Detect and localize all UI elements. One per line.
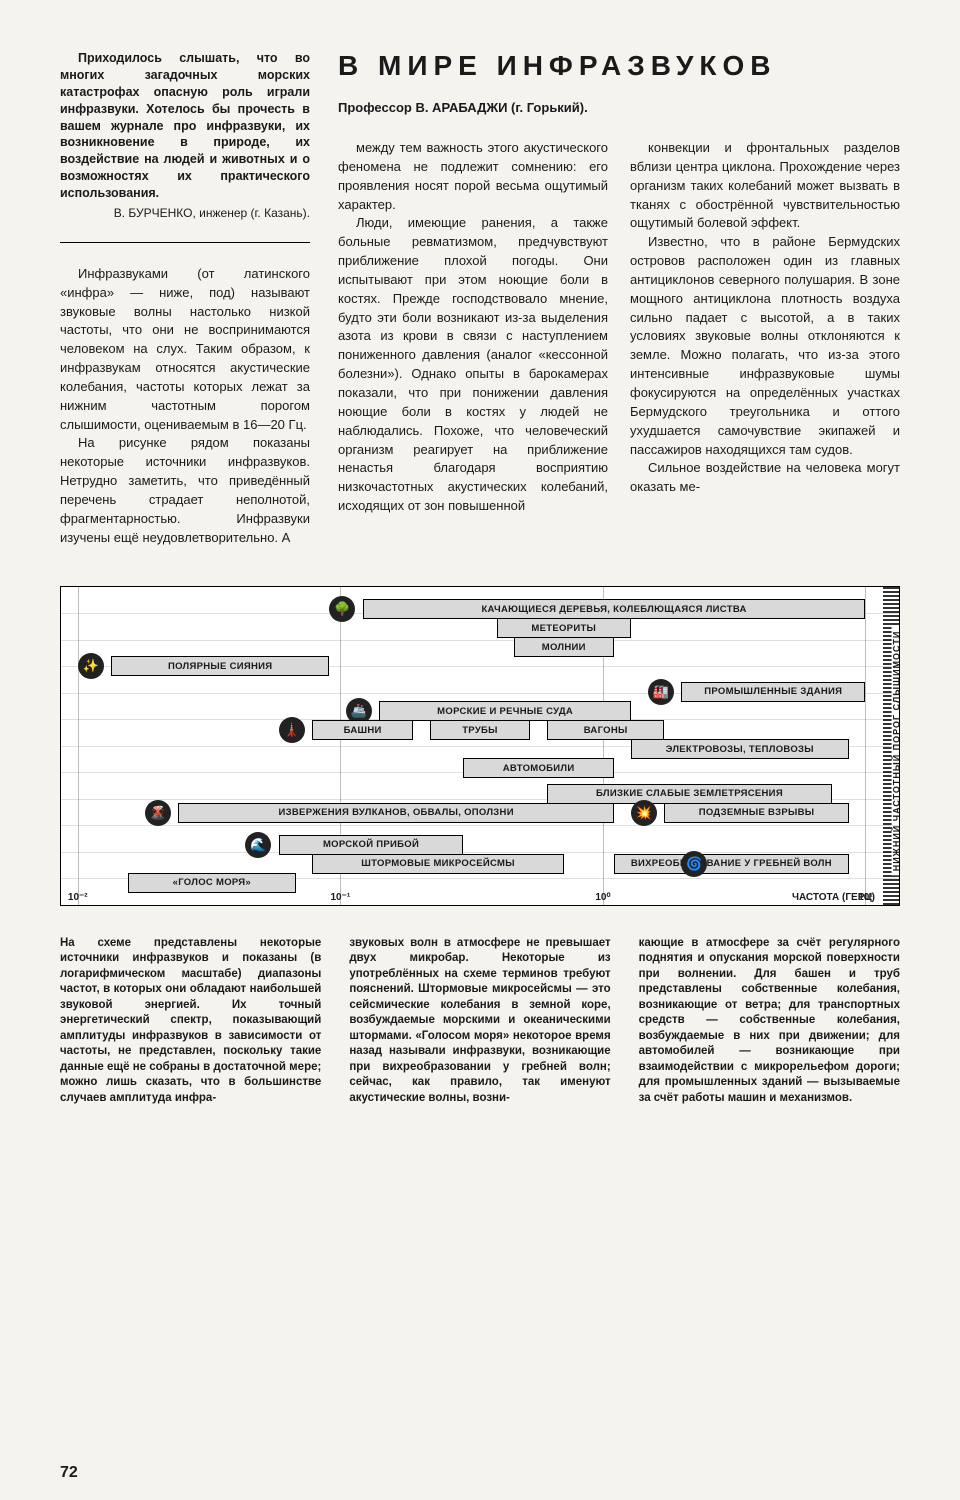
source-band: ВИХРЕОБРАЗОВАНИЕ У ГРЕБНЕЙ ВОЛН bbox=[614, 854, 849, 874]
page-number: 72 bbox=[60, 1464, 78, 1482]
diagram-wrap: НИЖНИЙ ЧАСТОТНЫЙ ПОРОГ СЛЫШИМОСТИ 10⁻² 10… bbox=[60, 586, 900, 906]
x-tick-label: 10⁰ bbox=[595, 892, 610, 903]
source-band: МЕТЕОРИТЫ bbox=[497, 618, 631, 638]
grid-line bbox=[61, 852, 899, 853]
source-band: ЭЛЕКТРОВОЗЫ, ТЕПЛОВОЗЫ bbox=[631, 739, 849, 759]
source-icon: 💥 bbox=[631, 800, 657, 826]
source-band: МОРСКОЙ ПРИБОЙ bbox=[279, 835, 463, 855]
source-band: ПРОМЫШЛЕННЫЕ ЗДАНИЯ bbox=[681, 682, 865, 702]
source-band: «ГОЛОС МОРЯ» bbox=[128, 873, 296, 893]
source-band: ПОДЗЕМНЫЕ ВЗРЫВЫ bbox=[664, 803, 848, 823]
caption-col-2: звуковых волн в атмосфере не превышает д… bbox=[349, 936, 610, 1107]
grid-line bbox=[61, 640, 899, 641]
caption-col-1: На схеме представлены некоторые источник… bbox=[60, 936, 321, 1107]
source-icon: 🏭 bbox=[648, 679, 674, 705]
article-col-b: конвекции и фронтальных разделов вблизи … bbox=[630, 139, 900, 516]
source-icon: 🌳 bbox=[329, 596, 355, 622]
col3-para-2: Известно, что в районе Бермудских остров… bbox=[630, 233, 900, 459]
caption-text-1: На схеме представлены некоторые источник… bbox=[60, 937, 321, 1104]
caption-text-3: кающие в атмосфере за счёт регулярного п… bbox=[639, 937, 900, 1104]
article-author: Профессор В. АРАБАДЖИ (г. Горький). bbox=[338, 100, 900, 115]
article-col-a: между тем важность этого акустического ф… bbox=[338, 139, 608, 516]
source-band: БАШНИ bbox=[312, 720, 413, 740]
col3-para-3: Сильное воздействие на человека могут ок… bbox=[630, 459, 900, 497]
caption-col-3: кающие в атмосфере за счёт регулярного п… bbox=[639, 936, 900, 1107]
source-band: МОРСКИЕ И РЕЧНЫЕ СУДА bbox=[379, 701, 630, 721]
source-icon: ✨ bbox=[78, 653, 104, 679]
intro-column: Приходилось слышать, что во многих загад… bbox=[60, 50, 310, 548]
source-band: ИЗВЕРЖЕНИЯ ВУЛКАНОВ, ОБВАЛЫ, ОПОЛЗНИ bbox=[178, 803, 614, 823]
article-area: В МИРЕ ИНФРАЗВУКОВ Профессор В. АРАБАДЖИ… bbox=[338, 50, 900, 548]
caption-text-2: звуковых волн в атмосфере не превышает д… bbox=[349, 937, 610, 1104]
source-icon: 🌋 bbox=[145, 800, 171, 826]
reader-signature: В. БУРЧЕНКО, инженер (г. Казань). bbox=[60, 206, 310, 220]
source-band: ШТОРМОВЫЕ МИКРОСЕЙСМЫ bbox=[312, 854, 563, 874]
source-band: ПОЛЯРНЫЕ СИЯНИЯ bbox=[111, 656, 329, 676]
article-columns: между тем важность этого акустического ф… bbox=[338, 139, 900, 516]
source-band: АВТОМОБИЛИ bbox=[463, 758, 614, 778]
source-band: МОЛНИИ bbox=[514, 637, 615, 657]
source-band: ВАГОНЫ bbox=[547, 720, 664, 740]
source-icon: 🌊 bbox=[245, 832, 271, 858]
x-tick-label: 10⁻¹ bbox=[330, 892, 350, 903]
col1-para-1: Инфразвуками (от латинского «инфра» — ни… bbox=[60, 265, 310, 435]
source-band: КАЧАЮЩИЕСЯ ДЕРЕВЬЯ, КОЛЕБЛЮЩАЯСЯ ЛИСТВА bbox=[363, 599, 866, 619]
hearing-threshold-label: НИЖНИЙ ЧАСТОТНЫЙ ПОРОГ СЛЫШИМОСТИ bbox=[892, 626, 900, 875]
caption-columns: На схеме представлены некоторые источник… bbox=[60, 936, 900, 1107]
source-band: ТРУБЫ bbox=[430, 720, 531, 740]
col1-para-2: На рисунке рядом показаны некоторые исто… bbox=[60, 434, 310, 547]
x-tick-label: 10⁻² bbox=[68, 892, 88, 903]
divider-line bbox=[60, 242, 310, 243]
source-icon: 🗼 bbox=[279, 717, 305, 743]
article-title: В МИРЕ ИНФРАЗВУКОВ bbox=[338, 50, 900, 82]
top-section: Приходилось слышать, что во многих загад… bbox=[60, 50, 900, 548]
col2-para-2: Люди, имеющие ранения, а также больные р… bbox=[338, 214, 608, 516]
reader-letter: Приходилось слышать, что во многих загад… bbox=[60, 50, 310, 202]
source-icon: 🌀 bbox=[681, 851, 707, 877]
grid-line bbox=[61, 825, 899, 826]
source-band: БЛИЗКИЕ СЛАБЫЕ ЗЕМЛЕТРЯСЕНИЯ bbox=[547, 784, 832, 804]
col2-para-1: между тем важность этого акустического ф… bbox=[338, 139, 608, 214]
page: Приходилось слышать, что во многих загад… bbox=[60, 50, 900, 1106]
grid-line bbox=[78, 587, 79, 905]
grid-line bbox=[865, 587, 866, 905]
infrasound-sources-diagram: НИЖНИЙ ЧАСТОТНЫЙ ПОРОГ СЛЫШИМОСТИ 10⁻² 10… bbox=[60, 586, 900, 906]
col3-para-1: конвекции и фронтальных разделов вблизи … bbox=[630, 139, 900, 233]
x-axis-unit: ЧАСТОТА (ГЕРЦ) bbox=[792, 892, 875, 903]
